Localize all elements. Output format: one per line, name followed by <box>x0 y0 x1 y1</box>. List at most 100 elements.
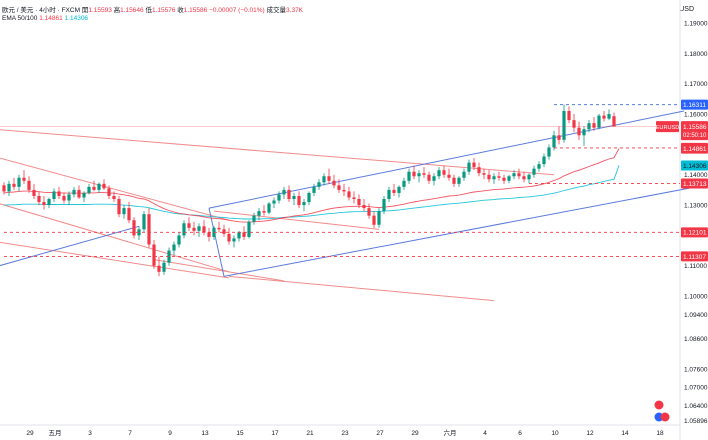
candle-body <box>512 173 516 177</box>
candle <box>587 120 591 133</box>
price-tag-label: 1.11307 <box>683 254 706 261</box>
candle-body <box>217 227 221 230</box>
price-tag: 1.11307 <box>681 251 708 262</box>
candle <box>277 191 281 204</box>
candle <box>367 203 371 219</box>
candle <box>557 126 561 145</box>
currency-label[interactable]: USD <box>679 6 694 13</box>
candle-body <box>262 211 266 213</box>
candle <box>272 197 276 209</box>
candle-body <box>47 199 51 206</box>
candle-body <box>417 173 421 177</box>
y-tick-label: 1.10000 <box>684 294 708 301</box>
x-tick-label: 29 <box>26 430 34 437</box>
candle-body <box>207 232 211 237</box>
candle <box>602 111 606 122</box>
candle-body <box>22 177 26 181</box>
y-tick-label: 1.07600 <box>684 366 708 373</box>
candle <box>27 176 31 193</box>
countdown-label: 02:50:10 <box>683 133 707 139</box>
low-label: 低 <box>145 7 152 14</box>
candle-body <box>567 111 571 121</box>
candle <box>157 256 161 277</box>
candle-body <box>522 176 526 180</box>
candle <box>612 112 616 127</box>
trendline <box>0 203 230 273</box>
x-tick-label: 6 <box>518 430 522 437</box>
candle <box>187 217 191 231</box>
candle <box>522 171 526 183</box>
candle-body <box>242 232 246 237</box>
candle-body <box>527 174 531 180</box>
candle-body <box>197 226 201 231</box>
candle-body <box>562 111 566 140</box>
candle-body <box>302 202 306 206</box>
candle-body <box>27 180 31 190</box>
candle <box>552 130 556 151</box>
price-tag: EURUSD 1.15586 02:50:10 <box>656 121 708 141</box>
candle-body <box>472 162 476 168</box>
candle-body <box>592 123 596 128</box>
candle-body <box>172 244 176 251</box>
y-tick-label: 1.11000 <box>684 263 707 270</box>
candle <box>317 179 321 190</box>
x-tick-label: 21 <box>306 430 314 437</box>
ema-legend[interactable]: EMA 50/100 1.14861 1.14306 <box>2 15 88 22</box>
open-value: 1.15593 <box>88 7 112 14</box>
candle <box>22 170 26 184</box>
candle <box>207 227 211 242</box>
candle <box>507 174 511 184</box>
candle-body <box>72 189 76 195</box>
candle <box>217 221 221 233</box>
candle <box>477 162 481 177</box>
symbol-tag-bg <box>656 121 679 133</box>
candle <box>372 211 376 228</box>
y-tick-label: 1.07000 <box>684 385 708 392</box>
candle <box>7 180 11 196</box>
candle <box>537 161 541 172</box>
candle <box>497 171 501 181</box>
candle <box>87 183 91 195</box>
candle-body <box>17 177 21 187</box>
candle <box>202 220 206 236</box>
candle-body <box>452 177 456 184</box>
change-value: −0.00007 (−0.01%) <box>209 7 265 14</box>
low-value: 1.15576 <box>151 7 176 14</box>
candle <box>347 186 351 201</box>
candle-body <box>387 189 391 200</box>
candle <box>487 170 491 183</box>
candle-body <box>327 176 331 181</box>
candle-body <box>612 116 616 127</box>
candle-body <box>462 171 466 178</box>
candle <box>542 153 546 168</box>
candle <box>437 167 441 180</box>
candle <box>222 224 226 237</box>
x-tick-label: 14 <box>621 430 629 437</box>
candle-body <box>552 135 556 148</box>
candle <box>412 165 416 180</box>
candle-body <box>322 176 326 183</box>
ema50-value: 1.14861 <box>39 15 63 22</box>
candle-body <box>407 171 411 181</box>
candle <box>292 192 296 206</box>
candle <box>242 226 246 240</box>
candle <box>97 182 101 193</box>
candle <box>512 170 516 180</box>
y-tick-label: 1.06400 <box>684 403 708 410</box>
candle-body <box>52 191 56 200</box>
candle <box>342 183 346 196</box>
candle-body <box>357 199 361 206</box>
candle <box>177 232 181 248</box>
candle-body <box>602 115 606 119</box>
symbol-label: 欧元 / 美元 · 4小时 · FXCM <box>2 7 80 14</box>
candle-body <box>467 162 471 172</box>
candle-body <box>332 180 336 186</box>
candle-body <box>82 192 86 198</box>
trendline <box>0 225 140 267</box>
candle <box>462 168 466 181</box>
candle-body <box>2 185 6 192</box>
candle-body <box>402 180 406 187</box>
candle <box>122 205 126 219</box>
candle-body <box>412 171 416 177</box>
